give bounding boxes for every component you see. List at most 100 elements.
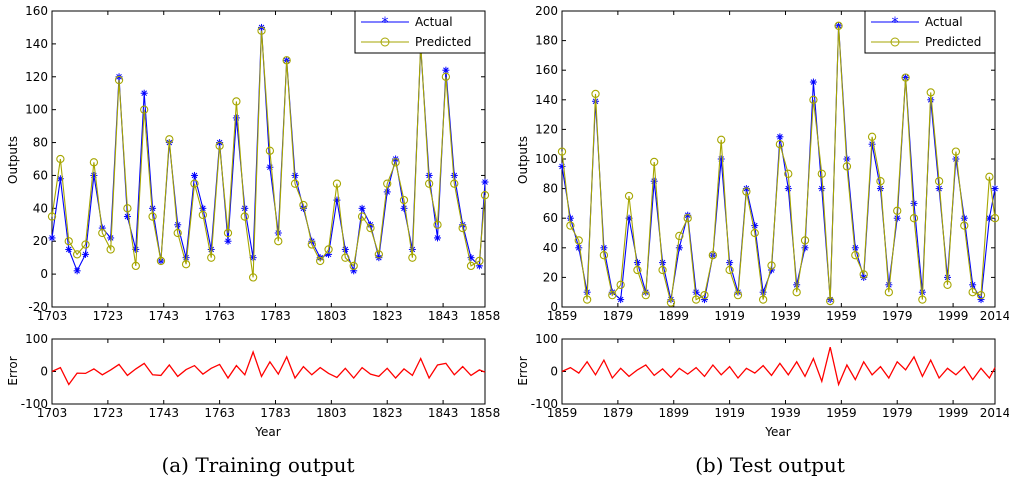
asterisk-stroke xyxy=(626,215,632,222)
point-predicted xyxy=(951,147,961,156)
asterisk-stroke xyxy=(482,179,488,185)
xtick-label: 1879 xyxy=(603,406,634,420)
xlabel-b-error: Year xyxy=(764,425,790,439)
xtick-label: 1858 xyxy=(470,406,501,420)
ytick-label: 80 xyxy=(543,182,558,196)
point-predicted xyxy=(282,56,291,65)
point-predicted xyxy=(616,280,625,289)
point-predicted xyxy=(624,191,634,201)
xticks-a-error: 1703 1723 1743 1763 1783 1803 1823 1843 1858 xyxy=(37,339,501,420)
asterisk-stroke xyxy=(684,212,691,219)
point-predicted xyxy=(566,221,575,230)
ytick-label: 80 xyxy=(33,136,48,150)
point-actual xyxy=(633,259,641,267)
xtick-label: 1803 xyxy=(316,309,347,323)
asterisk-stroke xyxy=(49,235,55,241)
point-predicted xyxy=(691,295,701,304)
ytick-label: -100 xyxy=(21,397,48,411)
ylabel-a-main: Outputs xyxy=(6,136,20,184)
point-actual xyxy=(851,244,859,252)
point-predicted xyxy=(758,295,768,304)
series-b-error xyxy=(561,346,996,387)
asterisk-stroke xyxy=(149,205,156,212)
panel-a-error: -100 0 100 1703 1723 1743 1763 1783 1803 1823 184… xyxy=(6,332,500,439)
point-actual xyxy=(617,296,625,304)
point-predicted xyxy=(976,291,986,300)
legend-predicted-label-b: Predicted xyxy=(925,35,981,49)
point-predicted xyxy=(341,253,350,262)
ytick-label: 0 xyxy=(550,365,558,379)
point-predicted xyxy=(725,265,734,275)
ytick-label: 100 xyxy=(25,332,48,346)
point-predicted xyxy=(934,177,944,186)
legend-box-b xyxy=(864,10,996,54)
point-predicted xyxy=(391,158,400,167)
ytick-label: 180 xyxy=(535,34,558,48)
asterisk-stroke xyxy=(961,215,968,222)
point-predicted xyxy=(64,237,73,246)
asterisk-stroke xyxy=(894,215,901,222)
ytick-label: 60 xyxy=(33,168,48,182)
point-predicted xyxy=(876,177,885,186)
point-predicted xyxy=(408,253,417,262)
point-actual xyxy=(860,273,868,281)
point-predicted xyxy=(826,296,835,306)
point-actual xyxy=(434,234,442,242)
asterisk-stroke xyxy=(860,274,867,281)
point-predicted xyxy=(324,245,333,254)
point-predicted xyxy=(767,261,776,270)
asterisk-stroke xyxy=(141,90,147,97)
legend-b-main: * Actual Predicted xyxy=(864,10,996,54)
ylabel-a-error: Error xyxy=(6,356,20,385)
point-actual xyxy=(801,244,809,252)
series-line-predicted xyxy=(51,30,486,278)
asterisk-stroke xyxy=(65,246,72,253)
point-actual xyxy=(65,245,73,253)
asterisk-stroke xyxy=(567,215,574,222)
asterisk-stroke xyxy=(443,67,449,74)
asterisk-stroke xyxy=(743,185,750,192)
asterisk-stroke xyxy=(359,205,365,212)
point-predicted xyxy=(475,256,484,266)
point-predicted xyxy=(990,214,1000,223)
point-actual xyxy=(910,199,918,207)
xtick-label: 1858 xyxy=(470,309,501,323)
xtick-label: 1803 xyxy=(316,406,347,420)
point-predicted xyxy=(466,261,476,271)
ytick-label: 160 xyxy=(535,63,558,77)
point-predicted xyxy=(441,72,451,81)
point-actual xyxy=(232,114,240,122)
legend-predicted-marker-a xyxy=(380,37,390,47)
point-actual xyxy=(48,234,56,242)
point-predicted xyxy=(165,135,174,144)
point-predicted xyxy=(148,212,157,221)
point-predicted xyxy=(784,169,793,178)
xtick-label: 1939 xyxy=(770,406,801,420)
point-actual xyxy=(575,244,583,252)
point-actual xyxy=(784,185,792,193)
asterisk-stroke xyxy=(451,172,458,179)
point-predicted xyxy=(433,220,442,229)
xtick-label: 1979 xyxy=(882,406,913,420)
point-predicted xyxy=(800,236,810,245)
point-actual xyxy=(442,66,450,74)
point-actual xyxy=(935,185,943,193)
ytick-label: 0 xyxy=(40,267,48,281)
ytick-label: 40 xyxy=(543,241,558,255)
point-predicted xyxy=(190,179,199,188)
ytick-label: 120 xyxy=(535,122,558,136)
series-line-error xyxy=(561,346,996,387)
point-predicted xyxy=(650,157,659,167)
point-predicted xyxy=(775,140,785,149)
xticks-b-main: 1859 1879 1899 1919 1939 1959 1979 1999 2014 xyxy=(547,11,1009,323)
legend-actual-marker-b: * xyxy=(892,15,899,31)
xtick-label: 1859 xyxy=(547,309,578,323)
point-predicted xyxy=(599,251,609,260)
ytick-label: -100 xyxy=(531,397,558,411)
ytick-label: 0 xyxy=(550,300,558,314)
point-predicted xyxy=(851,251,860,260)
legend-box-a xyxy=(354,10,486,54)
asterisk-stroke xyxy=(82,251,89,258)
point-predicted xyxy=(383,179,392,188)
